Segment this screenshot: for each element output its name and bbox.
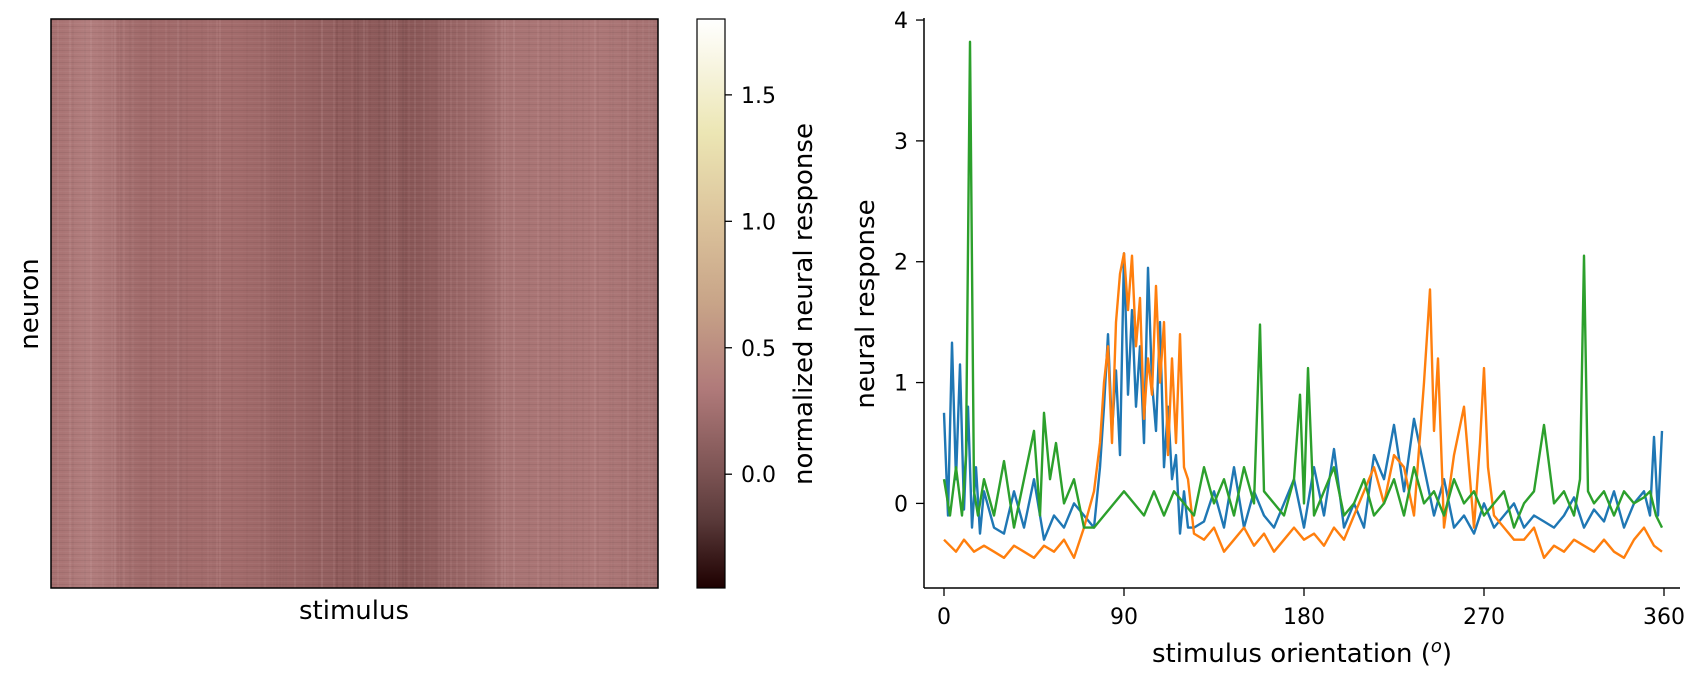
heatmap-xlabel: stimulus xyxy=(299,596,409,626)
colorbar-tick-label: 0.0 xyxy=(741,463,776,488)
x-tick-label: 360 xyxy=(1643,605,1685,630)
heatmap-panel: stimulus neuron xyxy=(15,18,659,626)
y-tick-label: 1 xyxy=(894,372,908,397)
line-chart-panel: 0 90 180 270 360 0 1 2 3 4 stimulus orientation … xyxy=(851,9,1685,669)
y-tick-label: 4 xyxy=(894,9,908,34)
colorbar-tick-label: 1.0 xyxy=(741,210,776,235)
colorbar-label: normalized neural response xyxy=(789,123,819,485)
colorbar-gradient xyxy=(696,18,726,589)
heatmap-ylabel: neuron xyxy=(15,258,45,349)
y-tick-label: 2 xyxy=(894,251,908,276)
colorbar: 0.0 0.5 1.0 1.5 normalized neural response xyxy=(696,18,819,589)
x-tick-label: 90 xyxy=(1110,605,1138,630)
colorbar-tick-label: 1.5 xyxy=(741,84,776,109)
line-chart-ylabel: neural response xyxy=(851,199,881,408)
x-tick-label: 180 xyxy=(1283,605,1325,630)
series-line-3 xyxy=(942,40,1664,529)
line-chart-xlabel: stimulus orientation (o) xyxy=(1152,636,1452,669)
series-line-2 xyxy=(943,252,1663,559)
y-tick-label: 3 xyxy=(894,130,908,155)
colorbar-tick-label: 0.5 xyxy=(741,337,776,362)
x-tick-label: 270 xyxy=(1463,605,1505,630)
y-tick-label: 0 xyxy=(894,492,908,517)
series-line-1 xyxy=(942,252,1664,541)
x-tick-label: 0 xyxy=(937,605,951,630)
heatmap-frame xyxy=(50,18,659,589)
